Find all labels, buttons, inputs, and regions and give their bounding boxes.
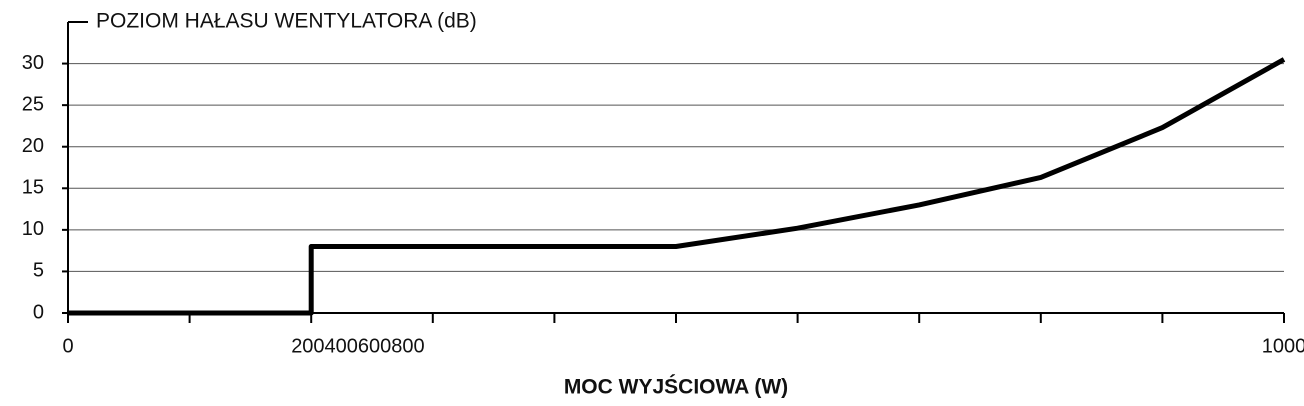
x-tick-label: 1000 bbox=[1262, 335, 1304, 357]
x-axis-label: MOC WYJŚCIOWA (W) bbox=[564, 375, 788, 399]
y-tick-label: 10 bbox=[22, 218, 44, 240]
x-tick-label: 0 bbox=[62, 335, 73, 357]
chart-title: POZIOM HAŁASU WENTYLATORA (dB) bbox=[96, 10, 477, 33]
x-tick-label: 200400600800 bbox=[291, 335, 424, 357]
y-tick-label: 20 bbox=[22, 135, 44, 157]
data-line bbox=[68, 57, 1286, 316]
y-tick-label: 30 bbox=[22, 52, 44, 74]
y-tick-label: 0 bbox=[33, 301, 44, 323]
y-tick-label: 25 bbox=[22, 93, 44, 115]
y-tick-label: 5 bbox=[33, 260, 44, 282]
y-tick-label: 15 bbox=[22, 177, 44, 199]
